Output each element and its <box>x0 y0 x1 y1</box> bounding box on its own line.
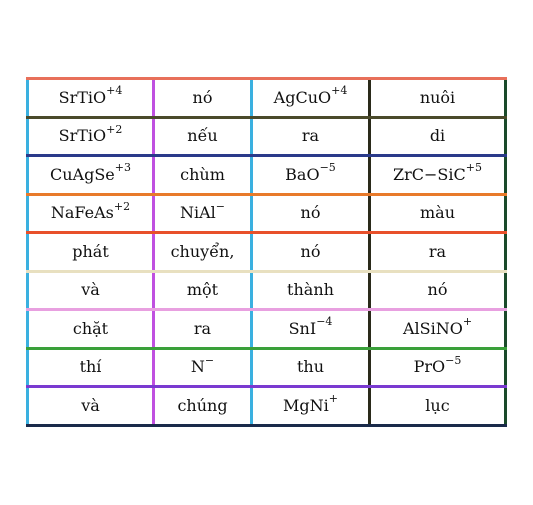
cell-text: chặt <box>72 318 109 338</box>
table-cell: ra <box>155 310 250 347</box>
cell-text: chúng <box>177 395 228 415</box>
table-cell: thu <box>253 349 368 386</box>
cell-text: CuAgSe <box>50 164 115 184</box>
table-row: SrTiO +4 nó AgCuO +4 nuôi <box>26 79 507 116</box>
data-table: SrTiO +4 nó AgCuO +4 nuôi SrTiO +2 nếu ra di CuAgSe… <box>26 77 507 427</box>
table-cell: nuôi <box>371 79 504 116</box>
table-row: NaFeAs +2 NiAl − nó màu <box>26 195 507 232</box>
cell-text: một <box>186 280 219 300</box>
cell-text: SrTiO <box>58 87 107 107</box>
column-rule <box>26 77 29 426</box>
cell-text: nuôi <box>419 87 456 107</box>
table-row: CuAgSe +3 chùm BaO −5 ZrC−SiC +5 <box>26 156 507 193</box>
column-rule <box>368 77 371 426</box>
table-cell: và <box>29 272 152 309</box>
table-row: thí N − thu PrO −5 <box>26 349 507 386</box>
cell-text: phát <box>72 241 109 261</box>
cell-text: ra <box>428 241 447 261</box>
cell-text: nó <box>300 203 321 223</box>
cell-text: thành <box>287 280 334 300</box>
row-rule <box>26 346 507 350</box>
row-rule <box>26 192 507 196</box>
row-rule <box>26 423 507 427</box>
cell-text: PrO <box>413 357 446 377</box>
table-cell: thành <box>253 272 368 309</box>
cell-text: AlSiNO <box>402 318 463 338</box>
table-cell: nó <box>371 272 504 309</box>
table-cell: lục <box>371 387 504 424</box>
table-cell: AlSiNO + <box>402 315 473 338</box>
row-rule <box>26 269 507 273</box>
cell-text: AgCuO <box>273 87 332 107</box>
cell-text: ra <box>193 318 212 338</box>
table-cell: phát <box>29 233 152 270</box>
cell-text: MgNi <box>283 395 329 415</box>
row-rule <box>26 308 507 311</box>
row-rule <box>26 77 507 80</box>
table-row: chặt ra SnI −4 AlSiNO + <box>26 310 507 347</box>
cell-text: chuyển, <box>170 241 235 261</box>
table-cell: chặt <box>29 310 152 347</box>
table-cell: nó <box>155 79 250 116</box>
cell-text: ZrC−SiC <box>393 164 466 184</box>
cell-text: NiAl <box>179 203 216 223</box>
table-cell: NiAl − <box>179 199 225 223</box>
table-cell: PrO −5 <box>413 353 462 377</box>
table-cell: nó <box>253 195 368 232</box>
table-cell: nó <box>253 233 368 270</box>
cell-text: di <box>429 126 446 146</box>
table-cell: di <box>371 118 504 155</box>
table-cell: SrTiO +4 <box>58 84 123 107</box>
table-cell: ra <box>371 233 504 270</box>
table-cell: màu <box>371 195 504 232</box>
cell-text: nó <box>192 87 213 107</box>
table-cell: một <box>155 272 250 309</box>
table-cell: SrTiO +2 <box>58 122 123 146</box>
table-cell: AgCuO +4 <box>273 84 348 107</box>
column-rule <box>152 77 155 426</box>
table-cell: N − <box>190 353 215 377</box>
cell-text: SnI <box>288 318 317 338</box>
row-rule <box>26 115 507 119</box>
table-cell: BaO −5 <box>285 161 336 184</box>
cell-text: ra <box>301 126 320 146</box>
table-row: và một thành nó <box>26 272 507 309</box>
table-cell: SnI −4 <box>288 315 333 338</box>
table-cell: ra <box>253 118 368 155</box>
row-rule <box>26 154 507 157</box>
column-rule <box>504 77 507 426</box>
cell-text: N <box>190 357 205 377</box>
cell-text: chùm <box>180 164 225 184</box>
cell-text: nó <box>300 241 321 261</box>
cell-text: và <box>81 395 100 415</box>
row-rule <box>26 231 507 234</box>
table-cell: thí <box>29 349 152 386</box>
table-cell: chuyển, <box>155 233 250 270</box>
cell-text: NaFeAs <box>50 203 114 223</box>
table-cell: NaFeAs +2 <box>50 199 131 223</box>
cell-text: nó <box>427 280 448 300</box>
cell-text: nếu <box>187 126 218 146</box>
table-cell: CuAgSe +3 <box>50 161 131 184</box>
cell-text: thí <box>79 357 102 377</box>
cell-text: và <box>81 280 100 300</box>
table-cell: chùm <box>155 156 250 193</box>
cell-text: SrTiO <box>58 126 107 146</box>
table-cell: nếu <box>155 118 250 155</box>
table-cell: và <box>29 387 152 424</box>
table-row: SrTiO +2 nếu ra di <box>26 118 507 155</box>
table-cell: chúng <box>155 387 250 424</box>
column-rule <box>250 77 253 426</box>
table-cell: MgNi + <box>283 392 338 415</box>
table-row: và chúng MgNi + lục <box>26 387 507 424</box>
table-row: phát chuyển, nó ra <box>26 233 507 270</box>
cell-text: BaO <box>285 164 320 184</box>
cell-text: lục <box>425 395 450 415</box>
cell-text: thu <box>296 357 325 377</box>
row-rule <box>26 385 507 388</box>
cell-text: màu <box>419 203 455 223</box>
table-cell: ZrC−SiC +5 <box>393 161 482 184</box>
